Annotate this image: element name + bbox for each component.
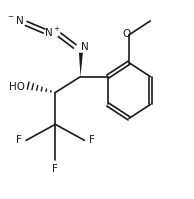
Text: F: F xyxy=(89,135,95,145)
Text: N: N xyxy=(81,42,89,52)
Polygon shape xyxy=(79,53,83,77)
Text: F: F xyxy=(52,164,58,174)
Text: N$^+$: N$^+$ xyxy=(44,26,61,39)
Text: HO: HO xyxy=(10,82,25,92)
Text: $^-$N: $^-$N xyxy=(5,14,24,26)
Text: F: F xyxy=(16,135,22,145)
Text: O: O xyxy=(122,29,131,39)
